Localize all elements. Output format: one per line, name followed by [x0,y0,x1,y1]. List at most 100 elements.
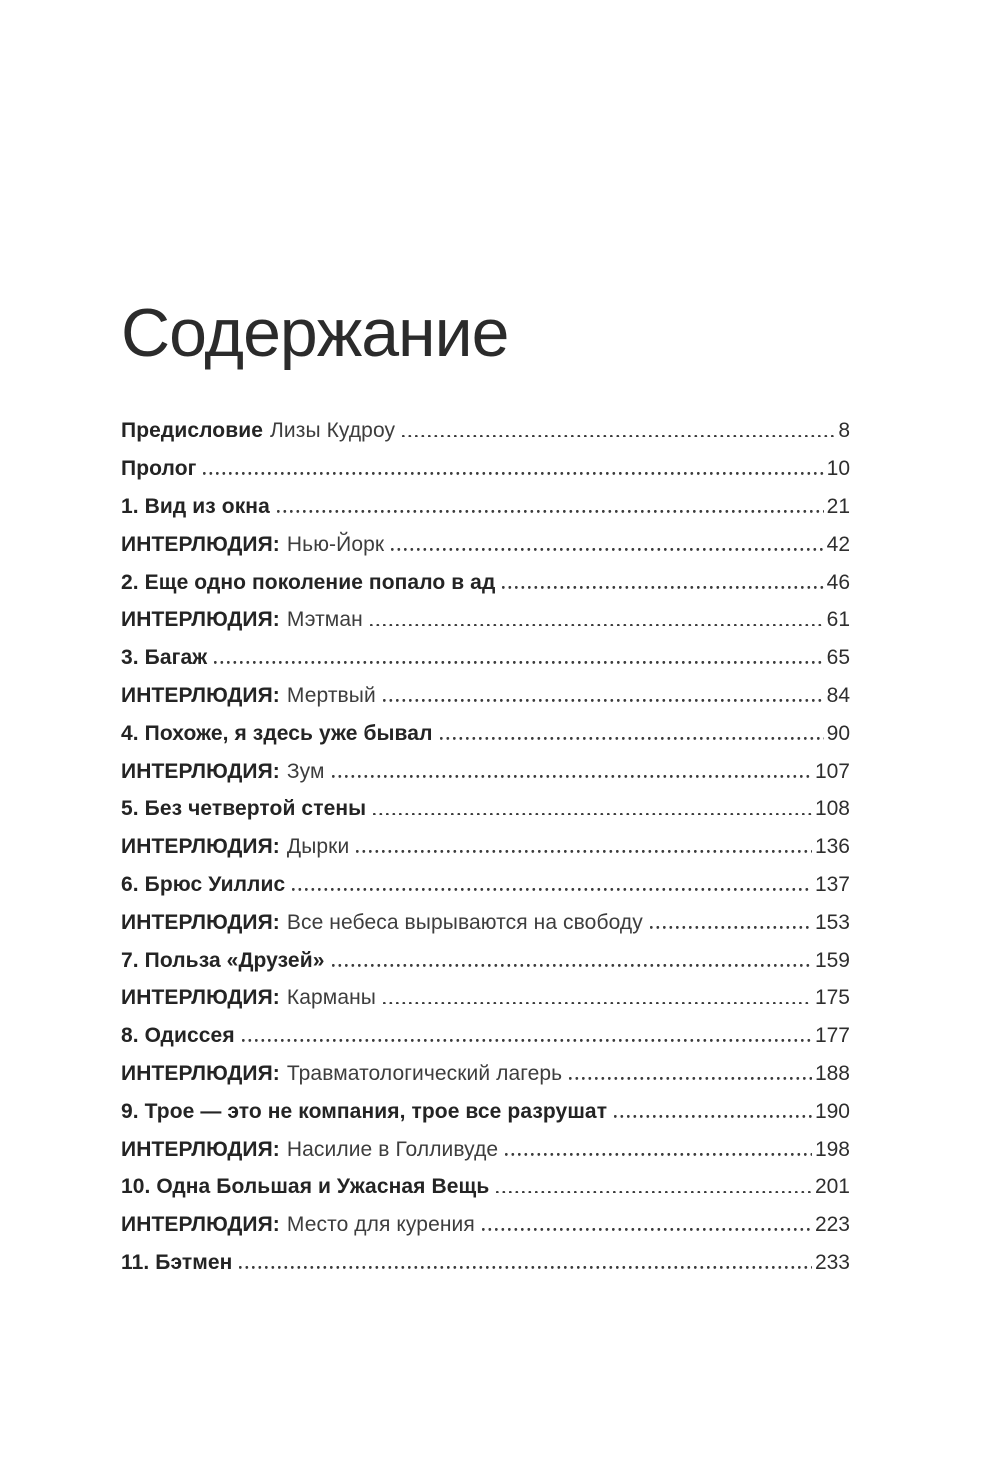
toc-page-number: 233 [814,1250,850,1274]
toc-leader-dots [505,1152,812,1156]
toc-entry-subtitle: Место для курения [286,1213,475,1237]
toc-row: Пролог 10 [121,450,850,488]
toc-row: 8. Одиссея 177 [121,1017,850,1055]
toc-leader-dots [502,585,824,589]
toc-page-number: 90 [826,721,850,745]
toc-leader-dots [203,472,824,476]
toc-entry-label: Предисловие [121,419,264,443]
toc-page-number: 159 [814,948,850,972]
toc-page-number: 175 [814,986,850,1010]
toc-entry-label: 9. Трое — это не компания, трое все разр… [121,1099,608,1123]
toc-page-number: 198 [814,1137,850,1161]
toc-entry-label: ИНТЕРЛЮДИЯ: [121,608,280,632]
toc-leader-dots [331,774,812,778]
toc-row: 7. Польза «Друзей» 159 [121,942,850,980]
toc-row: 6. Брюс Уиллис 137 [121,866,850,904]
toc-entry-label: ИНТЕРЛЮДИЯ: [121,683,280,707]
toc-leader-dots [439,736,824,740]
toc-leader-dots [373,812,812,816]
toc-entry-label: ИНТЕРЛЮДИЯ: [121,1213,280,1237]
toc-entry-subtitle: Все небеса вырываются на свободу [286,910,643,934]
toc-entry-label: ИНТЕРЛЮДИЯ: [121,1061,280,1085]
toc-leader-dots [402,434,836,438]
toc-page-number: 136 [814,835,850,859]
toc-entry-label: Пролог [121,457,197,481]
toc-entry-subtitle: Травматологический лагерь [286,1061,563,1085]
toc-entry-label: 6. Брюс Уиллис [121,872,286,896]
toc-page-number: 108 [814,797,850,821]
toc-leader-dots [382,698,824,702]
toc-page-number: 190 [814,1099,850,1123]
toc-page-number: 21 [826,494,850,518]
toc-leader-dots [239,1265,812,1269]
toc-leader-dots [649,925,812,929]
toc-entry-label: 5. Без четвертой стены [121,797,367,821]
toc-entry-subtitle: Лизы Кудроу [270,419,396,443]
toc-entry-subtitle: Мертвый [286,683,376,707]
toc-page-number: 84 [826,683,850,707]
toc-entry-label: 11. Бэтмен [121,1250,233,1274]
toc-leader-dots [496,1190,812,1194]
toc-page-number: 188 [814,1061,850,1085]
toc-leader-dots [241,1039,812,1043]
toc-entry-label: ИНТЕРЛЮДИЯ: [121,835,280,859]
toc-row: ИНТЕРЛЮДИЯ: Все небеса вырываются на сво… [121,904,850,942]
toc-row: ИНТЕРЛЮДИЯ: Зум 107 [121,753,850,791]
toc-entry-label: 1. Вид из окна [121,494,270,518]
toc-leader-dots [383,1001,812,1005]
toc-entry-label: 3. Багаж [121,646,208,670]
toc-row: ИНТЕРЛЮДИЯ: Насилие в Голливуде 198 [121,1131,850,1169]
toc-page-number: 137 [814,872,850,896]
toc-row: ИНТЕРЛЮДИЯ: Мэтман 61 [121,601,850,639]
toc-row: 9. Трое — это не компания, трое все разр… [121,1093,850,1131]
toc-entry-label: 10. Одна Большая и Ужасная Вещь [121,1175,490,1199]
toc-leader-dots [331,963,812,967]
toc-leader-dots [214,661,824,665]
toc-leader-dots [276,509,824,513]
toc-list: Предисловие Лизы Кудроу 8 Пролог 10 1. В… [121,412,850,1281]
toc-entry-label: ИНТЕРЛЮДИЯ: [121,532,280,556]
toc-page-number: 8 [838,419,850,443]
toc-leader-dots [369,623,824,627]
toc-row: 5. Без четвертой стены 108 [121,790,850,828]
toc-page-number: 46 [826,570,850,594]
toc-row: ИНТЕРЛЮДИЯ: Дырки 136 [121,828,850,866]
toc-entry-label: 8. Одиссея [121,1024,235,1048]
toc-page-number: 42 [826,532,850,556]
toc-entry-label: ИНТЕРЛЮДИЯ: [121,759,280,783]
toc-page-number: 61 [826,608,850,632]
toc-row: 4. Похоже, я здесь уже бывал 90 [121,715,850,753]
toc-page-number: 201 [814,1175,850,1199]
toc-leader-dots [614,1114,812,1118]
toc-row: ИНТЕРЛЮДИЯ: Карманы 175 [121,979,850,1017]
toc-entry-subtitle: Дырки [286,835,350,859]
toc-row: ИНТЕРЛЮДИЯ: Травматологический лагерь 18… [121,1055,850,1093]
toc-entry-label: ИНТЕРЛЮДИЯ: [121,910,280,934]
page-title: Содержание [121,295,509,371]
toc-entry-subtitle: Мэтман [286,608,363,632]
toc-row: ИНТЕРЛЮДИЯ: Мертвый 84 [121,677,850,715]
toc-row: ИНТЕРЛЮДИЯ: Нью-Йорк 42 [121,526,850,564]
toc-entry-label: 4. Похоже, я здесь уже бывал [121,721,433,745]
toc-entry-label: 2. Еще одно поколение попало в ад [121,570,496,594]
toc-entry-label: ИНТЕРЛЮДИЯ: [121,1137,280,1161]
toc-row: Предисловие Лизы Кудроу 8 [121,412,850,450]
toc-leader-dots [292,887,812,891]
toc-row: 1. Вид из окна 21 [121,488,850,526]
toc-leader-dots [356,850,812,854]
toc-page-number: 65 [826,646,850,670]
toc-entry-label: 7. Польза «Друзей» [121,948,325,972]
toc-entry-subtitle: Насилие в Голливуде [286,1137,499,1161]
toc-row: 2. Еще одно поколение попало в ад 46 [121,564,850,602]
toc-entry-subtitle: Зум [286,759,325,783]
toc-row: ИНТЕРЛЮДИЯ: Место для курения 223 [121,1206,850,1244]
toc-leader-dots [481,1228,812,1232]
toc-page-number: 177 [814,1024,850,1048]
toc-row: 11. Бэтмен 233 [121,1244,850,1282]
toc-entry-subtitle: Карманы [286,986,376,1010]
toc-page-number: 10 [826,457,850,481]
toc-leader-dots [569,1076,812,1080]
toc-page-number: 223 [814,1213,850,1237]
toc-row: 3. Багаж 65 [121,639,850,677]
